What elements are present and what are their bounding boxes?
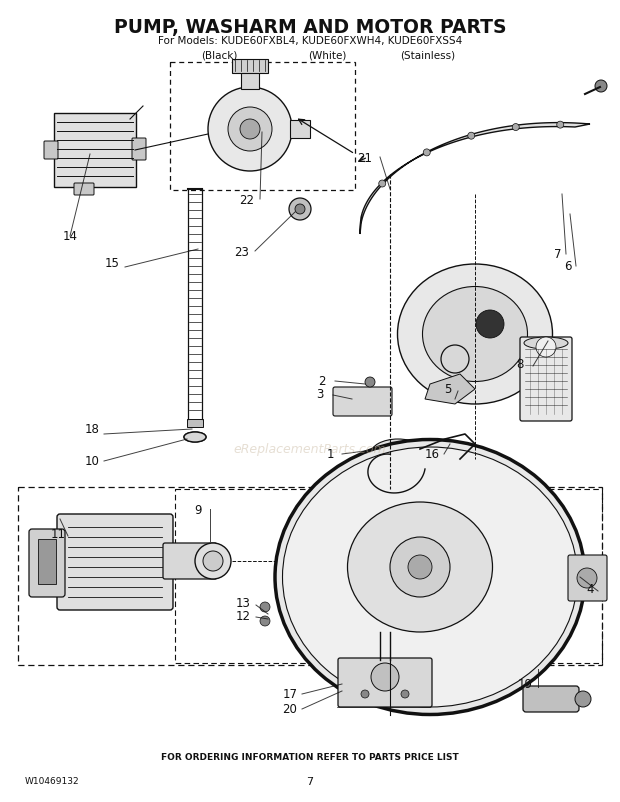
Circle shape — [512, 124, 519, 132]
Circle shape — [595, 81, 607, 93]
FancyBboxPatch shape — [44, 142, 58, 160]
Text: 2: 2 — [318, 375, 326, 388]
Ellipse shape — [397, 265, 552, 404]
Ellipse shape — [275, 440, 585, 715]
Text: 5: 5 — [445, 383, 452, 396]
Text: 14: 14 — [63, 230, 78, 243]
Text: 4: 4 — [587, 583, 594, 596]
Circle shape — [390, 537, 450, 597]
Text: 3: 3 — [316, 388, 324, 401]
Circle shape — [476, 310, 504, 338]
Circle shape — [371, 663, 399, 691]
Text: PUMP, WASHARM AND MOTOR PARTS: PUMP, WASHARM AND MOTOR PARTS — [113, 18, 507, 37]
Text: FOR ORDERING INFORMATION REFER TO PARTS PRICE LIST: FOR ORDERING INFORMATION REFER TO PARTS … — [161, 752, 459, 762]
FancyBboxPatch shape — [290, 121, 310, 139]
Circle shape — [401, 691, 409, 698]
Text: For Models: KUDE60FXBL4, KUDE60FXWH4, KUDE60FXSS4: For Models: KUDE60FXBL4, KUDE60FXWH4, KU… — [158, 36, 462, 46]
Circle shape — [408, 555, 432, 579]
Ellipse shape — [283, 448, 577, 707]
Text: 6: 6 — [564, 260, 572, 273]
Text: 22: 22 — [239, 193, 254, 206]
Ellipse shape — [184, 432, 206, 443]
Text: 8: 8 — [516, 358, 524, 371]
Circle shape — [536, 338, 556, 358]
Text: 13: 13 — [236, 597, 250, 610]
Text: 10: 10 — [84, 455, 99, 468]
Text: (Black): (Black) — [201, 50, 237, 60]
FancyBboxPatch shape — [74, 184, 94, 196]
Text: 11: 11 — [50, 528, 66, 541]
FancyBboxPatch shape — [38, 539, 56, 585]
Circle shape — [208, 88, 292, 172]
Circle shape — [365, 378, 375, 387]
Text: 7: 7 — [306, 776, 314, 786]
Text: 18: 18 — [84, 423, 99, 436]
FancyBboxPatch shape — [29, 529, 65, 597]
Circle shape — [260, 616, 270, 626]
Text: W10469132: W10469132 — [25, 776, 79, 785]
Ellipse shape — [524, 338, 568, 350]
Polygon shape — [425, 375, 475, 404]
Circle shape — [203, 551, 223, 571]
Text: 9: 9 — [194, 503, 202, 516]
FancyBboxPatch shape — [333, 387, 392, 416]
Bar — [18, 488, 602, 665]
Bar — [170, 63, 355, 191]
Text: (White): (White) — [308, 50, 346, 60]
Circle shape — [379, 180, 386, 188]
Circle shape — [389, 445, 407, 464]
FancyBboxPatch shape — [54, 114, 136, 188]
Circle shape — [467, 133, 475, 140]
Circle shape — [577, 569, 597, 588]
FancyBboxPatch shape — [187, 419, 203, 427]
Circle shape — [423, 150, 430, 156]
FancyBboxPatch shape — [523, 687, 579, 712]
Text: 19: 19 — [518, 678, 533, 691]
Bar — [175, 489, 602, 663]
FancyBboxPatch shape — [132, 139, 146, 160]
Circle shape — [228, 107, 272, 152]
Text: 21: 21 — [358, 152, 373, 164]
Text: 17: 17 — [283, 687, 298, 701]
Circle shape — [295, 205, 305, 215]
FancyBboxPatch shape — [232, 60, 268, 74]
Text: 1: 1 — [326, 448, 334, 461]
FancyBboxPatch shape — [163, 543, 217, 579]
Circle shape — [289, 199, 311, 221]
Circle shape — [361, 691, 369, 698]
Ellipse shape — [422, 287, 528, 382]
Polygon shape — [360, 124, 590, 235]
Circle shape — [557, 122, 564, 129]
FancyBboxPatch shape — [241, 72, 259, 90]
FancyBboxPatch shape — [568, 555, 607, 602]
FancyBboxPatch shape — [57, 514, 173, 610]
Text: 23: 23 — [234, 245, 249, 258]
FancyBboxPatch shape — [520, 338, 572, 422]
Circle shape — [195, 543, 231, 579]
Circle shape — [575, 691, 591, 707]
Ellipse shape — [371, 439, 425, 469]
Circle shape — [260, 602, 270, 612]
FancyBboxPatch shape — [338, 658, 432, 707]
Ellipse shape — [347, 502, 492, 632]
Text: 7: 7 — [554, 248, 562, 261]
Text: 12: 12 — [236, 610, 250, 622]
Text: 20: 20 — [283, 703, 298, 715]
Text: 15: 15 — [105, 257, 120, 270]
Text: eReplacementParts.com: eReplacementParts.com — [234, 443, 386, 456]
Circle shape — [240, 119, 260, 140]
Text: 16: 16 — [425, 448, 440, 461]
Text: (Stainless): (Stainless) — [401, 50, 456, 60]
